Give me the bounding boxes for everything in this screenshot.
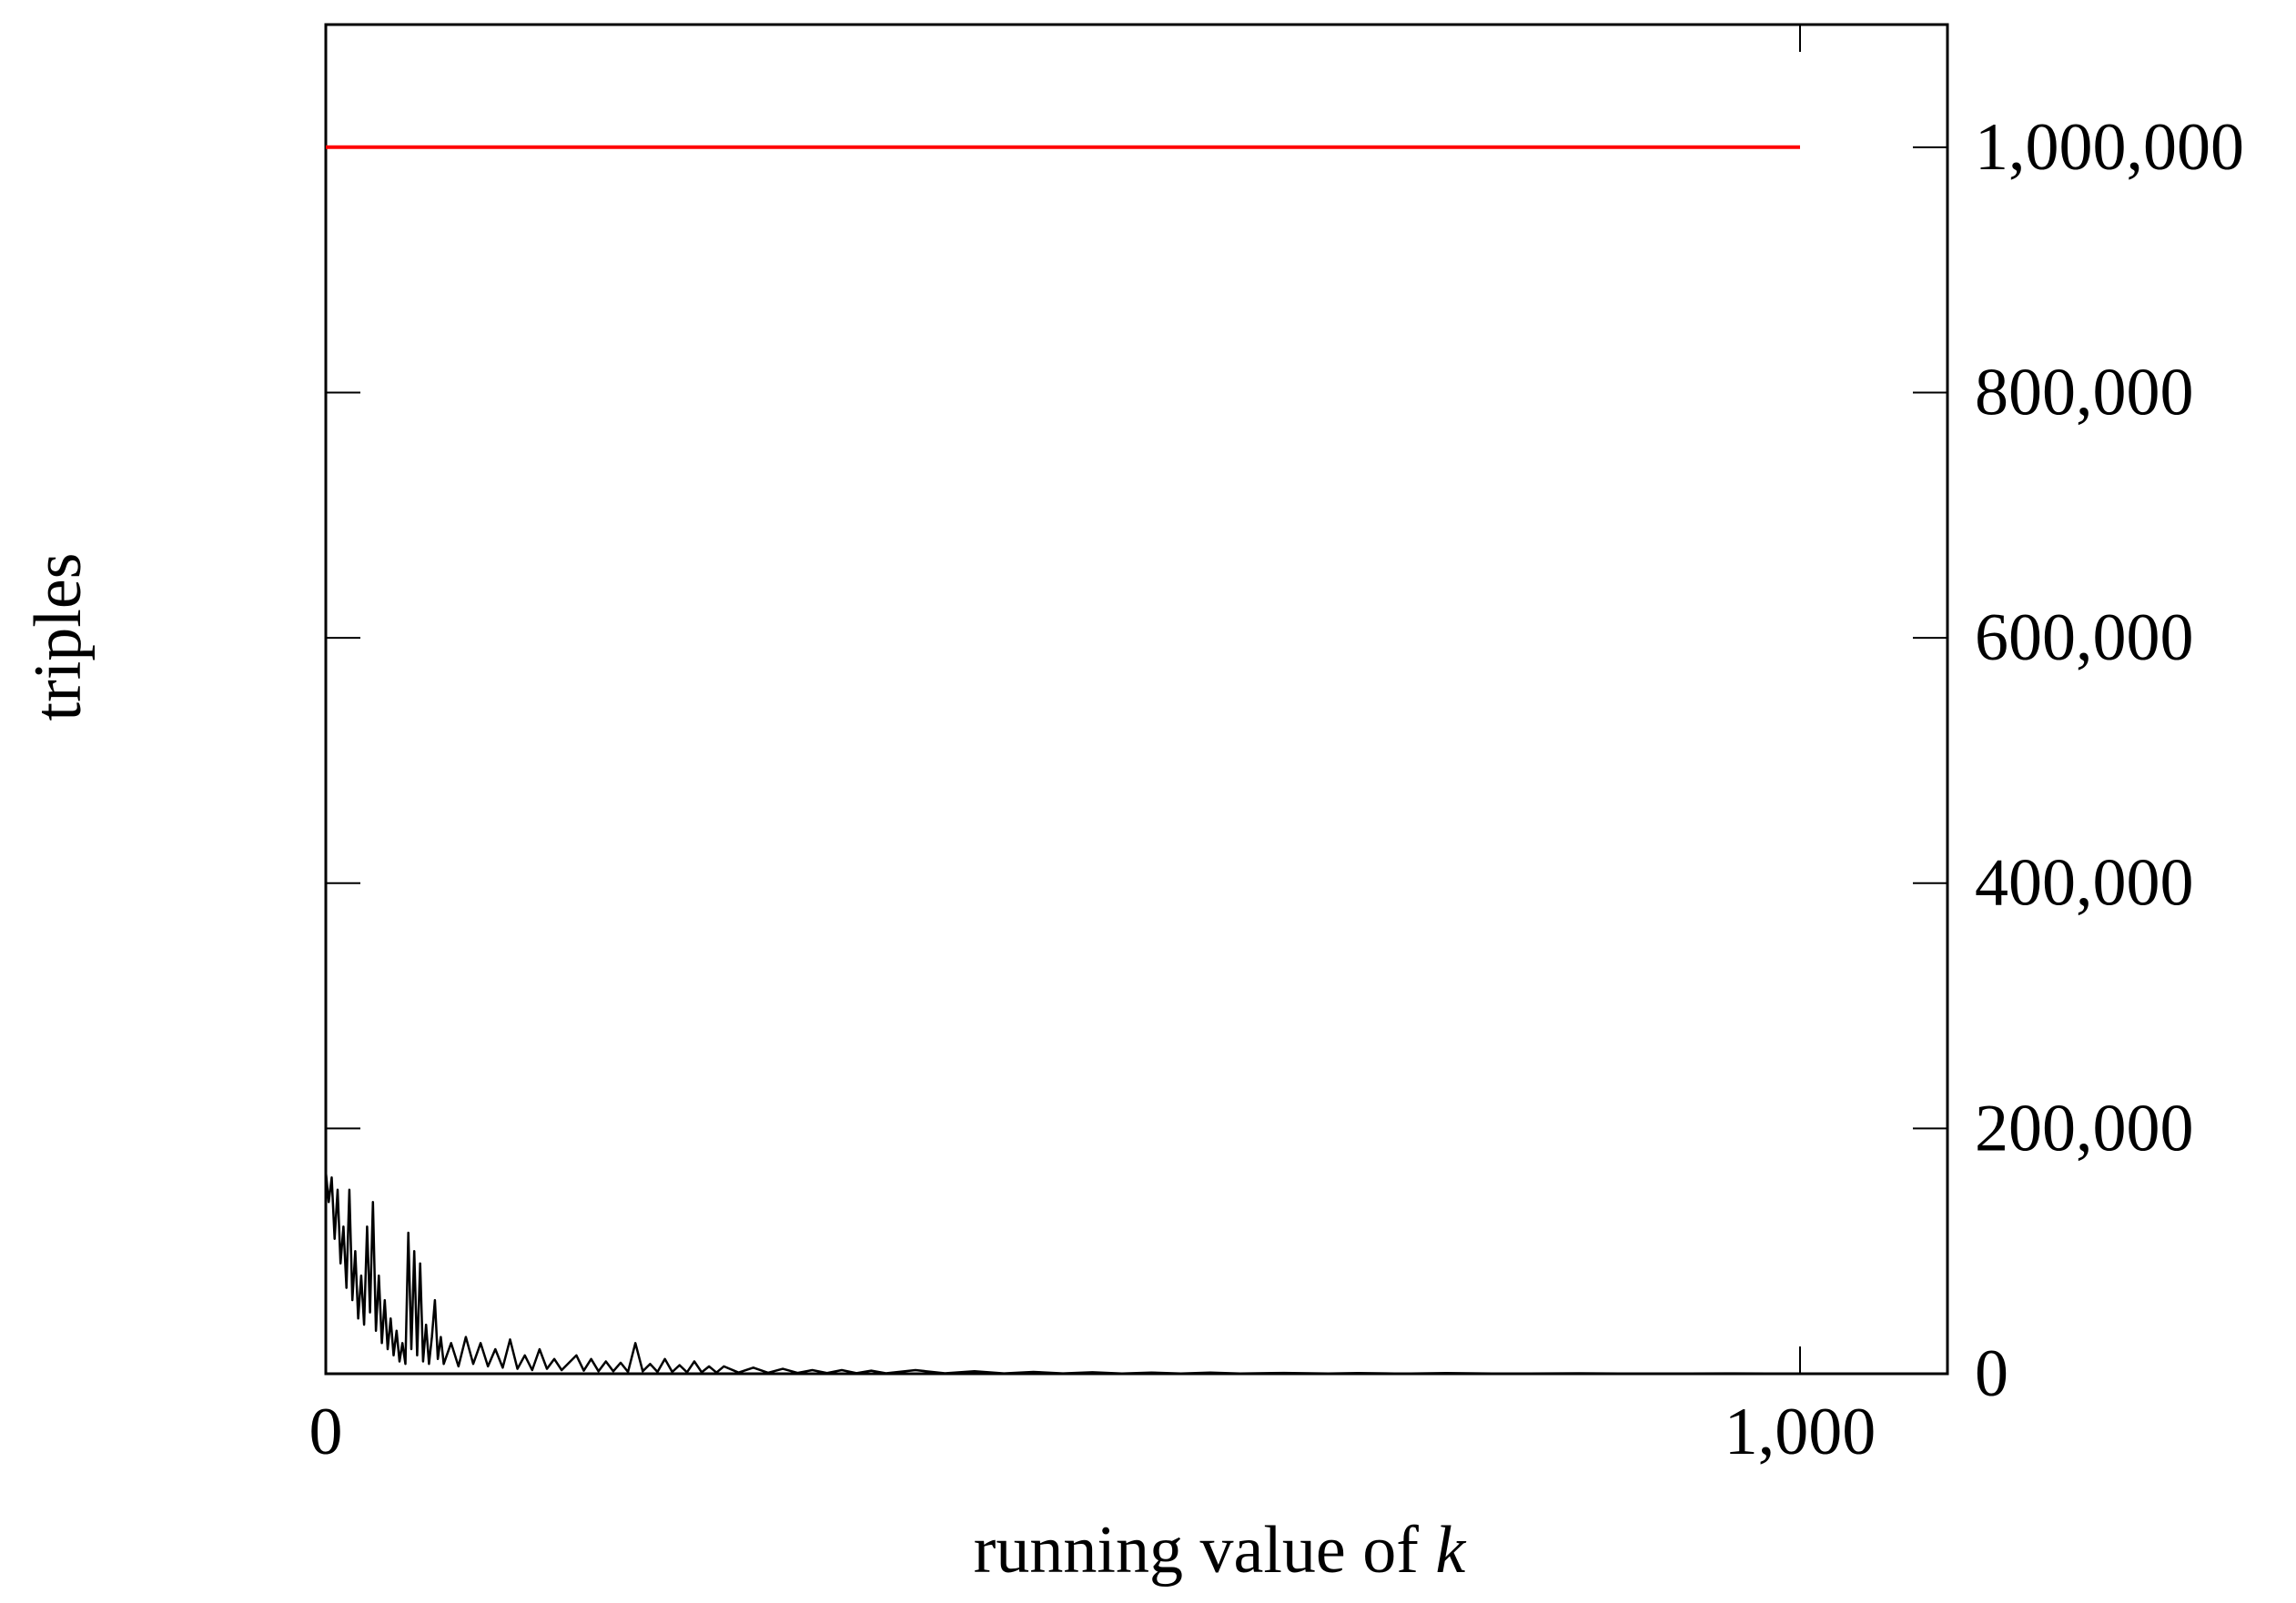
x-axis-tick-labels: 0 1,000 bbox=[309, 1395, 1876, 1469]
y-tick-label: 600,000 bbox=[1975, 600, 2194, 675]
y-axis-tick-labels: 0 200,000 400,000 600,000 800,000 1,000,000 bbox=[1975, 110, 2244, 1411]
plot-area bbox=[324, 23, 1949, 1376]
y-tick-label: 1,000,000 bbox=[1975, 110, 2244, 185]
x-axis-title-variable: k bbox=[1435, 1513, 1466, 1588]
x-axis-title-text: running value of bbox=[974, 1513, 1419, 1588]
y-axis-title: triples bbox=[21, 553, 96, 721]
y-tick-label: 200,000 bbox=[1975, 1091, 2194, 1165]
series-line-triples bbox=[324, 1171, 1801, 1376]
y-tick-label: 0 bbox=[1975, 1336, 2008, 1411]
series-group bbox=[324, 145, 1801, 1376]
x-axis-title: running value of k bbox=[974, 1513, 1467, 1588]
y-axis-ticks bbox=[326, 146, 1947, 1375]
y-tick-label: 800,000 bbox=[1975, 355, 2194, 429]
x-axis-ticks bbox=[325, 25, 1801, 1374]
y-tick-label: 400,000 bbox=[1975, 846, 2194, 921]
plot-frame bbox=[324, 23, 1949, 1376]
x-tick-label: 0 bbox=[309, 1395, 343, 1469]
x-tick-label: 1,000 bbox=[1725, 1395, 1876, 1469]
